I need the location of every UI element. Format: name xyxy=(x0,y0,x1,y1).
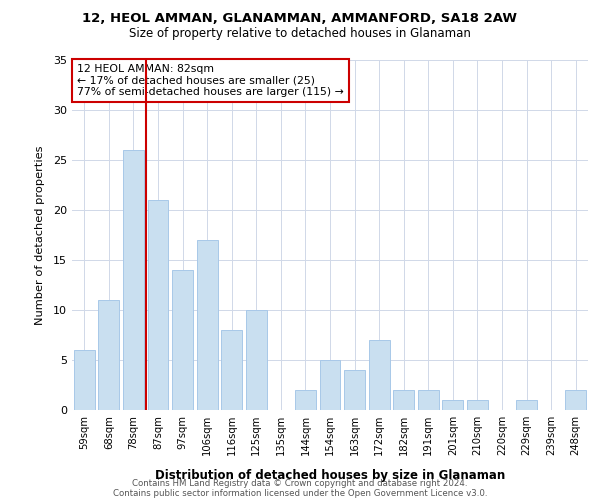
Bar xyxy=(148,200,169,410)
Bar xyxy=(442,400,463,410)
Bar xyxy=(172,270,193,410)
Text: Contains HM Land Registry data © Crown copyright and database right 2024.: Contains HM Land Registry data © Crown c… xyxy=(132,478,468,488)
Y-axis label: Number of detached properties: Number of detached properties xyxy=(35,145,44,325)
Bar xyxy=(467,400,488,410)
Bar xyxy=(197,240,218,410)
X-axis label: Distribution of detached houses by size in Glanaman: Distribution of detached houses by size … xyxy=(155,469,505,482)
Bar xyxy=(344,370,365,410)
Bar xyxy=(246,310,267,410)
Bar xyxy=(368,340,389,410)
Bar xyxy=(98,300,119,410)
Text: 12, HEOL AMMAN, GLANAMMAN, AMMANFORD, SA18 2AW: 12, HEOL AMMAN, GLANAMMAN, AMMANFORD, SA… xyxy=(83,12,517,26)
Bar xyxy=(565,390,586,410)
Text: 12 HEOL AMMAN: 82sqm
← 17% of detached houses are smaller (25)
77% of semi-detac: 12 HEOL AMMAN: 82sqm ← 17% of detached h… xyxy=(77,64,344,96)
Text: Size of property relative to detached houses in Glanaman: Size of property relative to detached ho… xyxy=(129,28,471,40)
Bar xyxy=(74,350,95,410)
Bar xyxy=(295,390,316,410)
Bar xyxy=(123,150,144,410)
Bar xyxy=(320,360,340,410)
Bar xyxy=(418,390,439,410)
Bar xyxy=(516,400,537,410)
Bar xyxy=(221,330,242,410)
Bar xyxy=(393,390,414,410)
Text: Contains public sector information licensed under the Open Government Licence v3: Contains public sector information licen… xyxy=(113,488,487,498)
